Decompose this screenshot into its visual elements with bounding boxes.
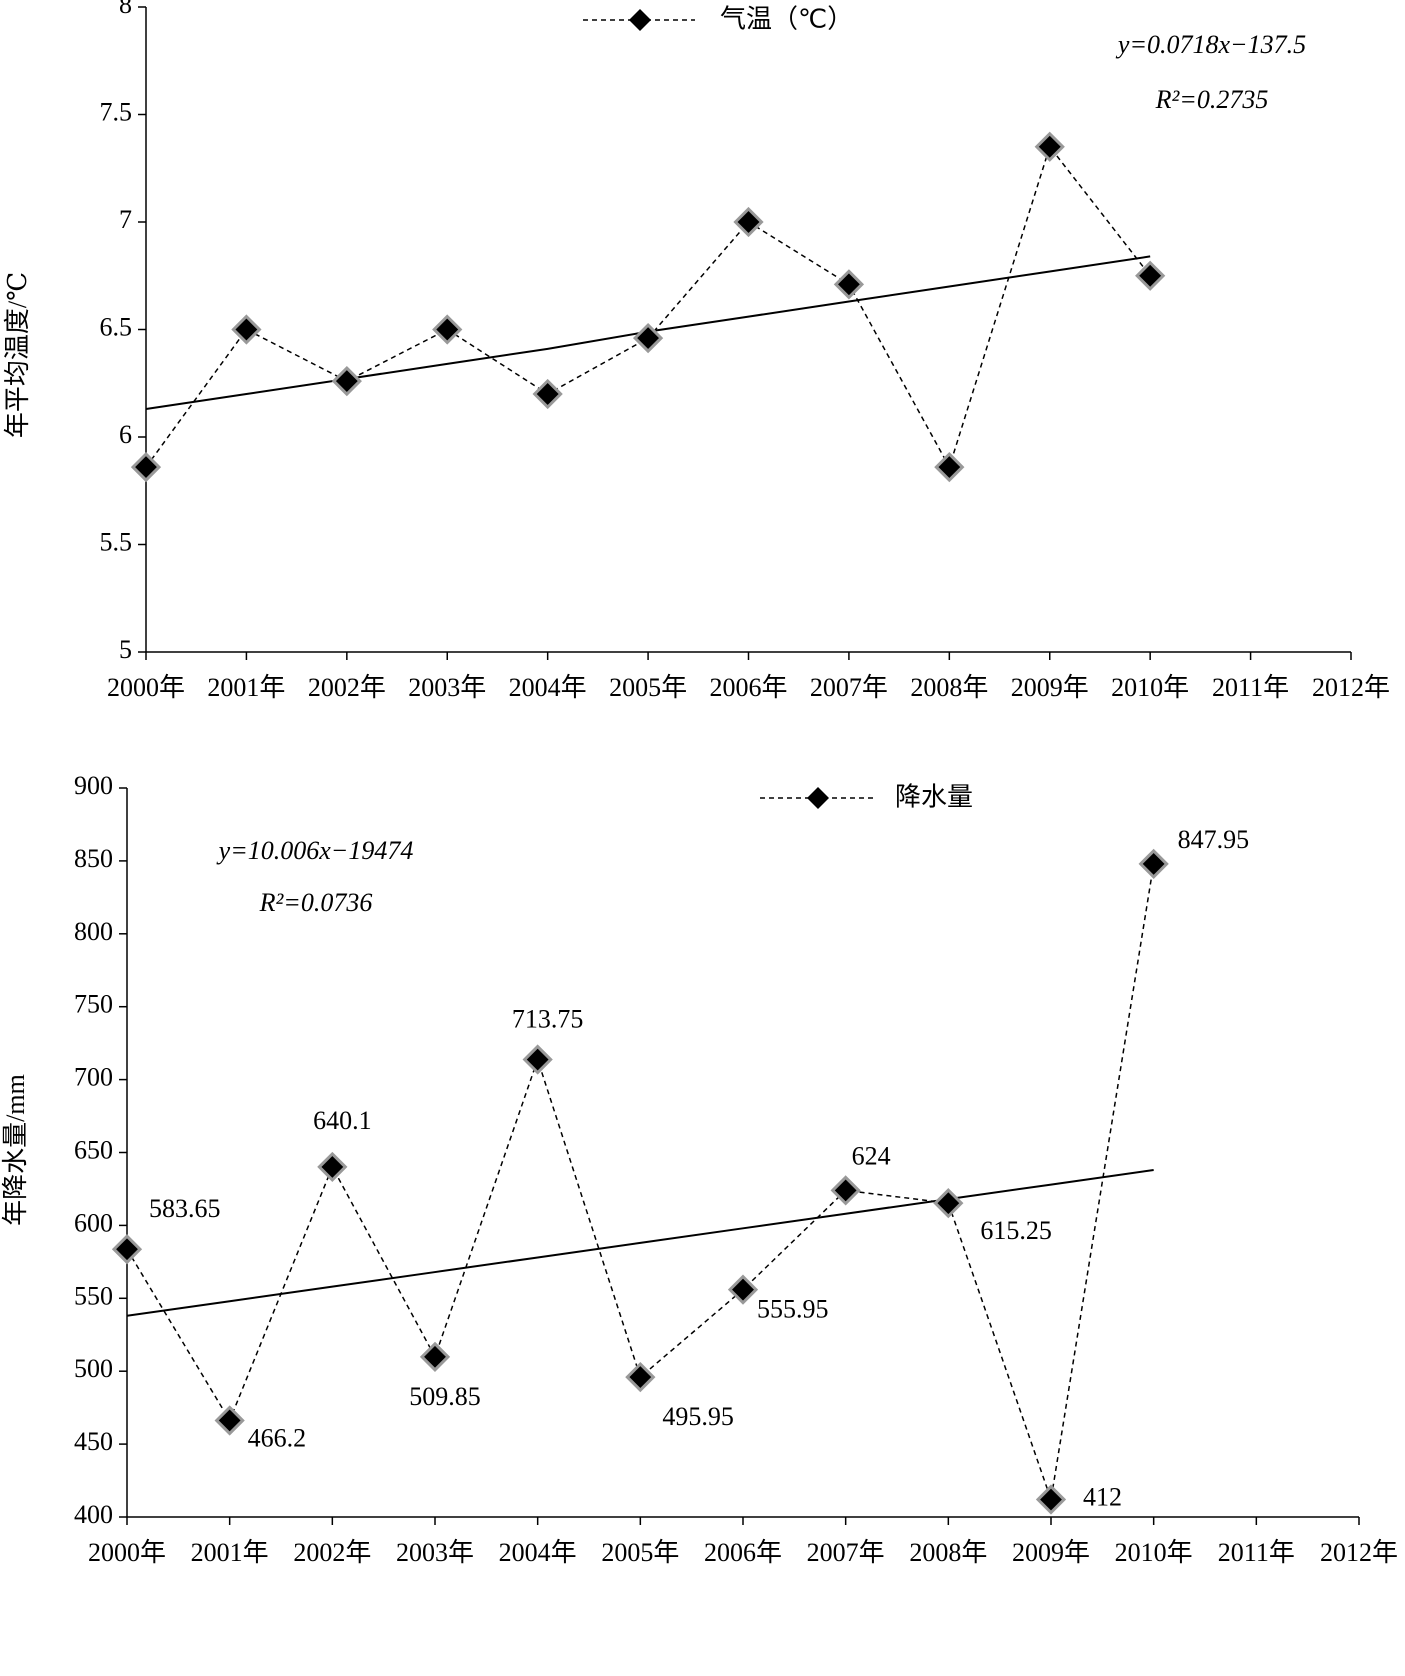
x-tick-label: 2003年 (396, 1538, 474, 1567)
marker (231, 314, 262, 345)
data-label: 713.75 (512, 1005, 584, 1034)
annotation: y=0.0718x−137.5 (1115, 30, 1306, 59)
x-tick-label: 2002年 (308, 673, 386, 702)
y-tick-label: 600 (74, 1208, 113, 1237)
data-label: 466.2 (248, 1423, 307, 1452)
y-tick-label: 500 (74, 1354, 113, 1383)
legend-label: 气温（℃） (720, 5, 853, 35)
x-tick-label: 2002年 (293, 1538, 371, 1567)
marker (1035, 1484, 1067, 1515)
marker (933, 1188, 964, 1219)
x-tick-label: 2009年 (1012, 1538, 1090, 1567)
annotation: R²=0.0736 (259, 888, 373, 917)
marker (432, 314, 463, 345)
y-tick-label: 750 (74, 990, 113, 1019)
series-line (145, 145, 1151, 470)
y-axis-label: 年平均温度/℃ (3, 272, 32, 438)
x-tick-label: 2011年 (1212, 673, 1289, 702)
x-tick-label: 2005年 (601, 1538, 679, 1567)
marker (934, 451, 965, 483)
trendline (126, 1169, 1154, 1317)
x-tick-label: 2011年 (1218, 1538, 1295, 1567)
marker (130, 451, 162, 483)
x-tick-label: 2012年 (1320, 1538, 1398, 1567)
x-tick-label: 2001年 (191, 1538, 269, 1567)
x-tick-label: 2000年 (107, 673, 185, 702)
data-label: 555.95 (757, 1295, 829, 1324)
marker (419, 1341, 451, 1372)
x-tick-label: 2000年 (88, 1538, 166, 1567)
data-label: 847.95 (1178, 825, 1250, 854)
marker (522, 1044, 553, 1075)
x-tick-label: 2001年 (207, 673, 285, 702)
y-tick-label: 400 (74, 1500, 113, 1529)
y-tick-label: 550 (74, 1281, 113, 1310)
marker (214, 1405, 245, 1436)
data-label: 640.1 (313, 1106, 372, 1135)
y-tick-label: 450 (74, 1427, 113, 1456)
legend-marker (629, 9, 651, 31)
marker (727, 1274, 759, 1305)
x-tick-label: 2012年 (1312, 673, 1390, 702)
x-tick-label: 2006年 (709, 673, 787, 702)
y-tick-label: 5.5 (100, 527, 133, 556)
marker (833, 269, 865, 300)
x-tick-label: 2008年 (910, 673, 988, 702)
marker (830, 1175, 861, 1206)
annotation: R²=0.2735 (1155, 85, 1269, 114)
data-label: 624 (852, 1141, 891, 1170)
marker (1138, 848, 1169, 880)
data-label: 615.25 (980, 1216, 1051, 1245)
x-tick-label: 2006年 (704, 1538, 782, 1567)
series-line (126, 863, 1155, 1500)
y-tick-label: 8 (119, 0, 132, 19)
marker (1135, 260, 1166, 291)
marker (733, 206, 764, 238)
data-label: 412 (1083, 1482, 1122, 1511)
annotation: y=10.006x−19474 (216, 836, 414, 865)
x-tick-label: 2010年 (1115, 1538, 1193, 1567)
marker (317, 1151, 348, 1183)
y-tick-label: 800 (74, 917, 113, 946)
legend-label: 降水量 (895, 783, 973, 813)
marker (625, 1361, 656, 1393)
x-tick-label: 2003年 (408, 673, 486, 702)
y-tick-label: 650 (74, 1135, 113, 1164)
y-tick-label: 7 (119, 205, 132, 234)
y-axis-label: 年降水量/mm (1, 1074, 30, 1226)
marker (1034, 131, 1065, 162)
y-tick-label: 700 (74, 1063, 113, 1092)
data-label: 583.65 (149, 1194, 221, 1223)
x-tick-label: 2007年 (810, 673, 888, 702)
y-tick-label: 5 (119, 635, 132, 664)
y-tick-label: 6 (119, 420, 132, 449)
y-tick-label: 850 (74, 844, 113, 873)
marker (331, 365, 362, 397)
marker (111, 1234, 143, 1265)
x-tick-label: 2010年 (1111, 673, 1189, 702)
data-label: 495.95 (662, 1402, 734, 1431)
x-tick-label: 2005年 (609, 673, 687, 702)
y-tick-label: 900 (74, 771, 113, 800)
x-tick-label: 2004年 (509, 673, 587, 702)
x-tick-label: 2008年 (909, 1538, 987, 1567)
y-tick-label: 6.5 (100, 312, 133, 341)
y-tick-label: 7.5 (100, 97, 133, 126)
x-tick-label: 2004年 (499, 1538, 577, 1567)
marker (532, 378, 563, 410)
legend-marker (807, 787, 829, 809)
x-tick-label: 2009年 (1011, 673, 1089, 702)
marker (632, 322, 664, 354)
x-tick-label: 2007年 (807, 1538, 885, 1567)
data-label: 509.85 (409, 1382, 481, 1411)
